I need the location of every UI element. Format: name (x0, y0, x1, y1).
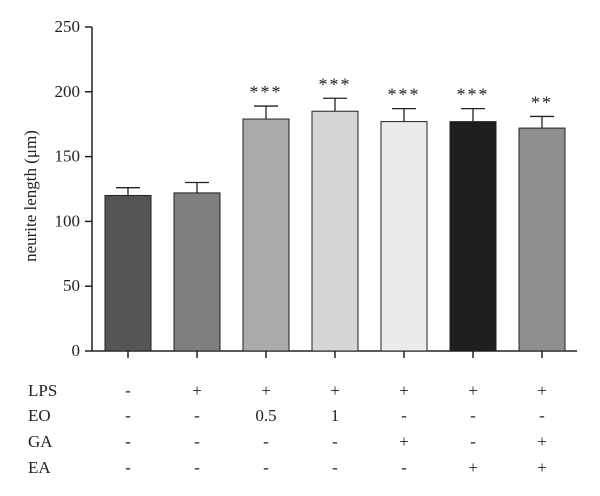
treatment-cell: + (192, 381, 202, 400)
treatment-cell: + (468, 458, 478, 477)
bar (449, 121, 497, 352)
treatment-cell: - (125, 406, 131, 425)
y-tick-label: 0 (72, 341, 81, 360)
chart-bars (104, 110, 566, 352)
treatment-cell: + (399, 432, 409, 451)
treatment-row-label: GA (28, 432, 53, 451)
treatment-cell: - (401, 406, 407, 425)
treatment-row-label: EO (28, 406, 51, 425)
bar (518, 127, 566, 352)
treatment-cell: - (539, 406, 545, 425)
treatment-cell: - (332, 458, 338, 477)
treatment-cell: - (332, 432, 338, 451)
significance-label: *** (388, 85, 421, 105)
treatment-row-label: EA (28, 458, 51, 477)
significance-label: ** (531, 92, 553, 112)
treatment-cell: - (470, 406, 476, 425)
significance-label: *** (319, 74, 352, 94)
treatment-cell: 0.5 (255, 406, 276, 425)
significance-label: *** (250, 82, 283, 102)
treatment-cell: - (194, 406, 200, 425)
treatment-cell: - (194, 458, 200, 477)
treatment-cell: + (468, 381, 478, 400)
treatment-cell: - (263, 432, 269, 451)
treatment-cell: - (194, 432, 200, 451)
bar (104, 194, 152, 352)
y-axis-label: neurite length (μm) (21, 130, 40, 262)
chart-significance-labels: *** ****** *** ** (250, 74, 553, 112)
significance-label: *** (457, 85, 490, 105)
treatment-cell: + (537, 381, 547, 400)
y-tick-label: 50 (63, 276, 80, 295)
y-tick-label: 200 (55, 82, 81, 101)
y-tick-label: 100 (55, 211, 81, 230)
treatment-cell: - (263, 458, 269, 477)
treatment-cell: - (401, 458, 407, 477)
chart-axes: 0 50 100 150 200 250 (55, 17, 577, 360)
y-tick-label: 250 (55, 17, 81, 36)
treatment-table: LPS - + + + + + + EO - - 0.5 1 - - - GA - - - - + - + EA - - - - - + + (28, 381, 547, 477)
treatment-row-label: LPS (28, 381, 57, 400)
treatment-cell: - (125, 458, 131, 477)
y-tick-label: 150 (55, 147, 81, 166)
treatment-cell: - (125, 432, 131, 451)
treatment-cell: + (261, 381, 271, 400)
treatment-cell: 1 (331, 406, 340, 425)
treatment-cell: - (125, 381, 131, 400)
treatment-cell: - (470, 432, 476, 451)
bar (242, 118, 290, 352)
treatment-cell: + (537, 432, 547, 451)
chart-error-bars (116, 97, 554, 196)
treatment-cell: + (537, 458, 547, 477)
bar (173, 192, 221, 352)
treatment-cell: + (399, 381, 409, 400)
bar (311, 110, 359, 352)
treatment-cell: + (330, 381, 340, 400)
bar (380, 121, 428, 352)
